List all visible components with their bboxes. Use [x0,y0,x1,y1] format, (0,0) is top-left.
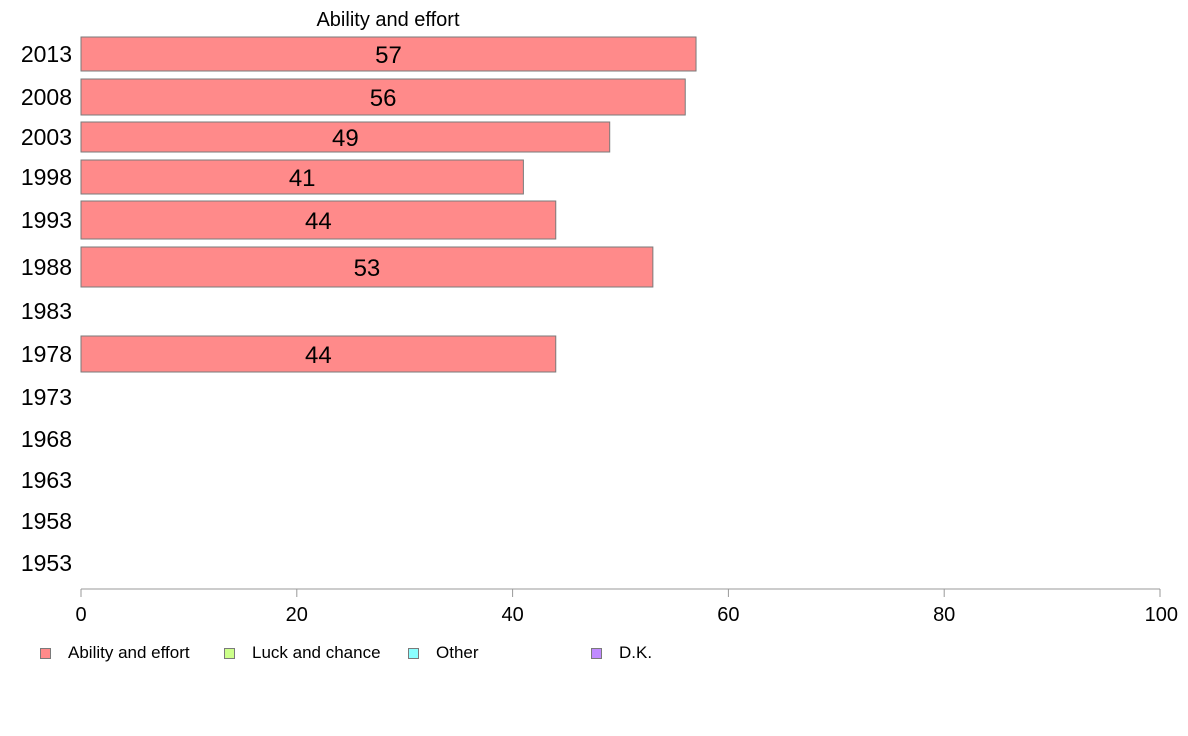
legend-swatch-other [408,647,419,659]
legend-swatch-ability [40,647,51,659]
data-label-1998: 41 [289,165,316,192]
y-tick-label: 1953 [21,550,72,576]
bar-1978 [80,335,557,373]
legend-item-luck: Luck and chance [224,643,381,663]
y-tick-label: 2013 [21,41,72,67]
x-tick-label: 60 [717,604,739,626]
y-tick-label: 2008 [21,84,72,110]
bar-1998 [80,159,524,195]
bar-2008 [80,78,686,116]
y-tick-label: 1988 [21,254,72,280]
y-tick-label: 1993 [21,207,72,233]
legend-item-ability: Ability and effort [40,643,190,663]
bar-2003 [80,121,611,153]
y-tick-label: 1998 [21,164,72,190]
y-axis-labels: 2013 2008 2003 1998 1993 1988 1983 1978 1973 1968… [21,41,72,576]
legend-label-ability: Ability and effort [68,643,190,662]
x-tick-label: 20 [286,604,308,626]
bars-group: 57 56 49 41 44 53 44 [80,36,697,373]
legend-item-other: Other [408,643,479,663]
y-tick-label: 1983 [21,298,72,324]
data-label-2008: 56 [370,85,397,112]
y-tick-label: 1958 [21,508,72,534]
y-tick-label: 1973 [21,384,72,410]
data-label-1993: 44 [305,208,332,235]
bar-1993 [80,200,557,240]
y-tick-label: 2003 [21,124,72,150]
legend-label-dk: D.K. [619,643,653,662]
y-tick-label: 1978 [21,341,72,367]
legend-label-luck: Luck and chance [252,643,381,662]
x-tick-label: 40 [501,604,523,626]
x-tick-label: 100 [1145,604,1178,626]
legend-label-other: Other [436,643,479,662]
data-label-2003: 49 [332,125,359,152]
data-label-1978: 44 [305,342,332,369]
legend: Ability and effort Luck and chance Other… [0,643,1188,663]
chart-title: Ability and effort [316,9,459,31]
x-tick-label: 0 [75,604,86,626]
bar-2013 [80,36,697,72]
x-axis: 0 20 40 60 80 100 [75,588,1178,626]
x-tick-label: 80 [933,604,955,626]
legend-swatch-dk [591,647,602,659]
y-tick-label: 1963 [21,467,72,493]
data-label-1988: 53 [354,255,381,282]
legend-item-dk: D.K. [591,643,652,663]
data-label-2013: 57 [375,42,402,69]
y-tick-label: 1968 [21,426,72,452]
bar-1988 [80,246,654,288]
legend-swatch-luck [224,647,235,659]
